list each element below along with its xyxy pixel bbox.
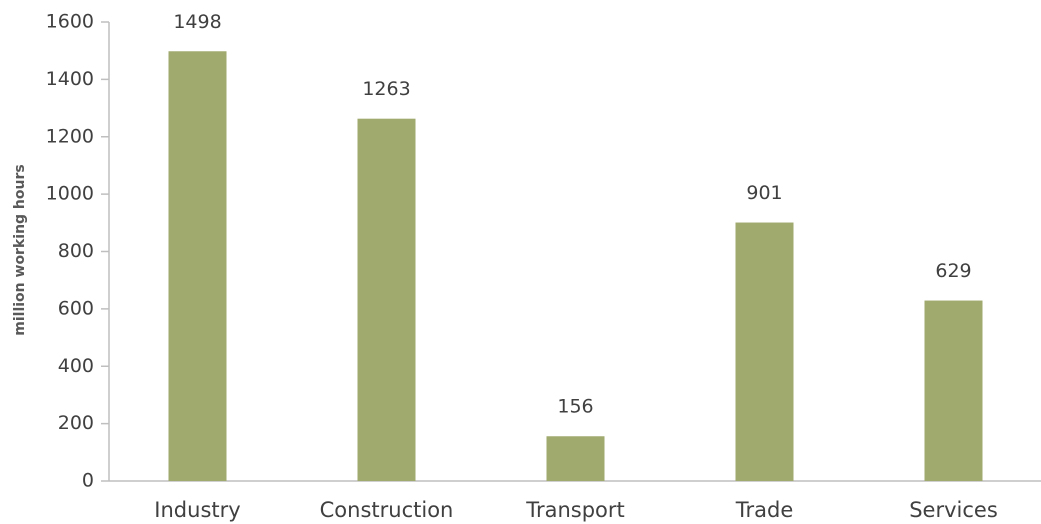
x-tick-label: Transport xyxy=(525,498,625,522)
data-label: 901 xyxy=(746,182,782,204)
y-tick-label: 1400 xyxy=(46,68,94,90)
data-label: 629 xyxy=(935,260,971,282)
data-label: 1263 xyxy=(362,78,410,100)
bar xyxy=(357,118,416,481)
y-tick-label: 1600 xyxy=(46,11,94,33)
y-tick-label: 200 xyxy=(58,412,94,434)
bar xyxy=(546,436,605,481)
y-tick-label: 800 xyxy=(58,240,94,262)
x-tick-label: Trade xyxy=(735,498,794,522)
x-tick-label: Industry xyxy=(154,498,240,522)
bar xyxy=(924,300,983,481)
data-label: 156 xyxy=(557,396,593,418)
y-tick-label: 1000 xyxy=(46,183,94,205)
y-tick-label: 1200 xyxy=(46,125,94,147)
x-tick-label: Services xyxy=(909,498,998,522)
y-tick-label: 600 xyxy=(58,297,94,319)
x-tick-label: Construction xyxy=(320,498,454,522)
data-label: 1498 xyxy=(173,11,221,33)
y-tick-label: 0 xyxy=(82,470,94,492)
y-axis-title: million working hours xyxy=(12,164,28,335)
y-tick-label: 400 xyxy=(58,355,94,377)
bar xyxy=(168,51,227,481)
bar xyxy=(735,222,794,481)
